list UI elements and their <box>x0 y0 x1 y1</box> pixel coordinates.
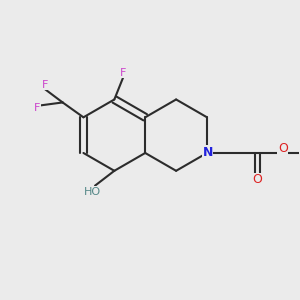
Text: F: F <box>34 103 41 113</box>
Text: O: O <box>253 173 262 186</box>
Text: O: O <box>278 142 288 155</box>
Text: F: F <box>42 80 48 90</box>
Text: N: N <box>202 146 213 159</box>
Text: F: F <box>120 68 126 78</box>
Text: HO: HO <box>83 187 100 196</box>
